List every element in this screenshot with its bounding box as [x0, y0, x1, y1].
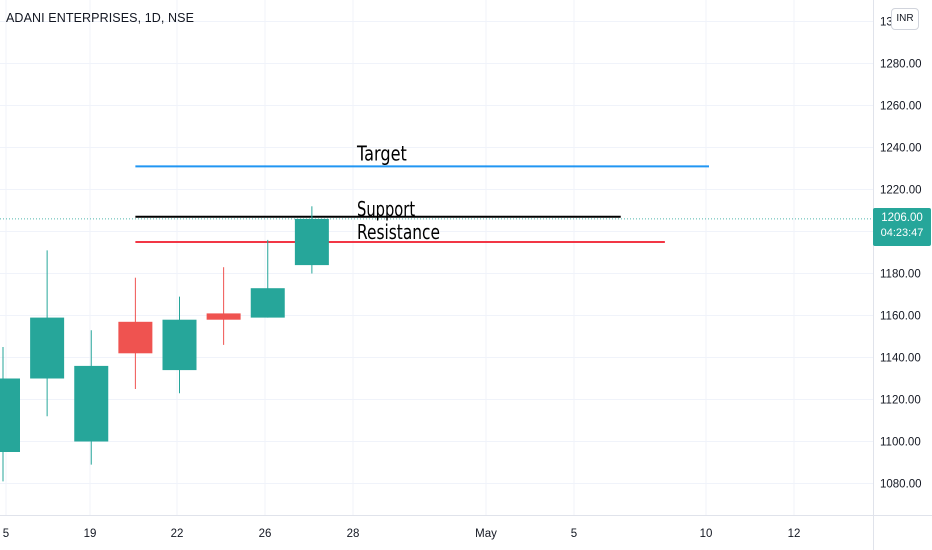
time-tick-label: 22	[171, 528, 184, 540]
time-tick-label: 10	[700, 528, 713, 540]
candle-body	[0, 378, 20, 452]
candle-body	[294, 218, 329, 266]
currency-button[interactable]: INR	[891, 8, 919, 30]
price-tick-label: 1280.00	[880, 59, 922, 71]
chart-grid	[0, 0, 873, 515]
price-tick-label: 1100.00	[880, 437, 921, 449]
bar-countdown: 04:23:47	[880, 227, 924, 239]
candle-body	[206, 313, 241, 320]
candle-body	[162, 319, 197, 371]
price-axis-bg	[873, 0, 932, 550]
candlestick-series	[0, 206, 329, 482]
price-tick-label: 1180.00	[880, 269, 921, 281]
time-tick-label: 12	[788, 528, 801, 540]
price-tick-label: 1220.00	[880, 185, 922, 197]
price-tick-label: 13	[880, 17, 893, 29]
price-tick-label: 1240.00	[880, 143, 922, 155]
annotation-label-support: Support	[357, 197, 415, 221]
annotation-label-target: Target	[356, 141, 407, 165]
annotation-label-resistance: Resistance	[357, 220, 440, 244]
price-tick-label: 1120.00	[880, 395, 921, 407]
time-tick-label: May	[475, 528, 497, 540]
price-axis[interactable]: 1080.00 1100.00 1120.00 1140.00 1160.00 1180.…	[873, 0, 932, 550]
time-tick-label: 19	[84, 528, 97, 540]
candle-body	[250, 288, 285, 318]
candle-body	[118, 321, 153, 354]
symbol-title: ADANI ENTERPRISES, 1D, NSE	[6, 11, 195, 25]
time-tick-label: 26	[259, 528, 272, 540]
price-tick-label: 1080.00	[880, 479, 922, 491]
last-price-value: 1206.00	[881, 212, 923, 224]
price-tick-label: 1160.00	[880, 311, 921, 323]
candle-body	[30, 317, 65, 379]
candle-body	[74, 365, 109, 442]
time-tick-label: 5	[3, 528, 9, 540]
time-tick-label: 28	[347, 528, 360, 540]
price-tick-label: 1260.00	[880, 101, 922, 113]
last-price-tag: 1206.00 04:23:47	[873, 208, 931, 246]
price-tick-label: 1140.00	[880, 353, 921, 365]
time-axis[interactable]: 5 19 22 26 28 May 5 10 12	[0, 515, 932, 541]
time-tick-label: 5	[571, 528, 577, 540]
